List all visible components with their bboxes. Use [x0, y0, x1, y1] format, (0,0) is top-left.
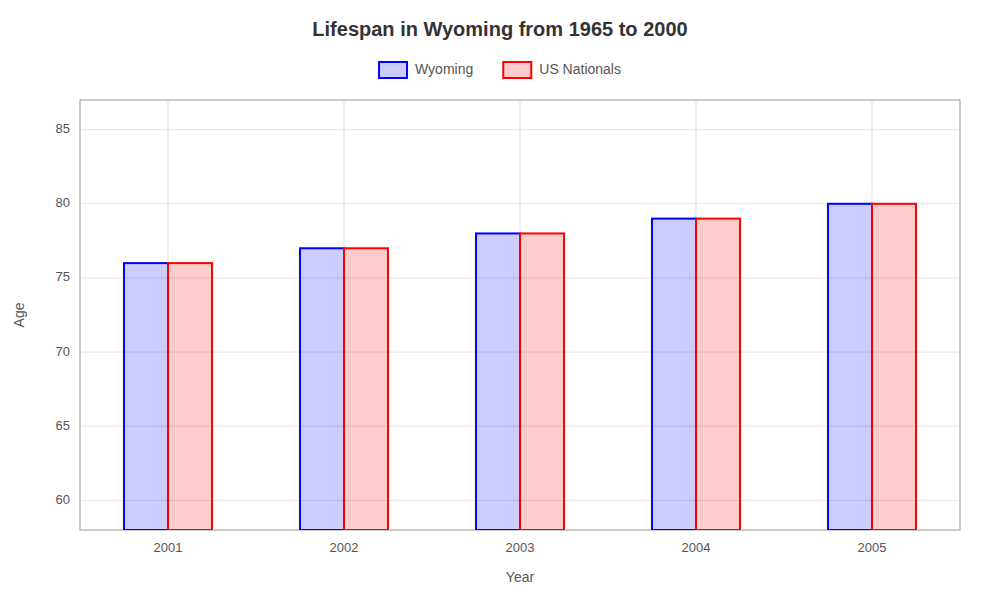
- x-tick-label: 2002: [330, 540, 359, 555]
- x-tick-label: 2004: [682, 540, 711, 555]
- x-tick-label: 2001: [154, 540, 183, 555]
- legend-label: US Nationals: [539, 61, 621, 77]
- bar: [124, 263, 168, 530]
- legend: Wyoming US Nationals: [379, 61, 621, 78]
- bar: [520, 233, 564, 530]
- y-axis-label: Age: [11, 302, 27, 327]
- bar: [652, 219, 696, 530]
- x-axis-label: Year: [506, 569, 535, 585]
- bar: [344, 248, 388, 530]
- legend-swatch: [379, 62, 407, 78]
- x-tick-label: 2003: [506, 540, 535, 555]
- legend-item: US Nationals: [503, 61, 621, 78]
- chart-svg: 60 65 70 75 80 85 2001 2002 2003 2004 2005 Year Age L…: [0, 0, 1000, 600]
- bar: [696, 219, 740, 530]
- legend-item: Wyoming: [379, 61, 473, 78]
- bars: [124, 204, 916, 530]
- bar: [300, 248, 344, 530]
- y-tick-label: 75: [56, 269, 70, 284]
- y-tick-label: 80: [56, 195, 70, 210]
- x-tick-label: 2005: [858, 540, 887, 555]
- plot-frame: [80, 100, 960, 530]
- bar: [872, 204, 916, 530]
- legend-label: Wyoming: [415, 61, 473, 77]
- title: Lifespan in Wyoming from 1965 to 2000: [312, 18, 687, 40]
- bar: [476, 233, 520, 530]
- legend-swatch: [503, 62, 531, 78]
- y-tick-label: 70: [56, 344, 70, 359]
- bar: [168, 263, 212, 530]
- y-tick-label: 65: [56, 418, 70, 433]
- bar: [828, 204, 872, 530]
- background: [0, 0, 1000, 600]
- y-tick-label: 60: [56, 492, 70, 507]
- chart-container: 60 65 70 75 80 85 2001 2002 2003 2004 2005 Year Age L…: [0, 0, 1000, 600]
- plot-area: [80, 100, 960, 530]
- y-tick-label: 85: [56, 121, 70, 136]
